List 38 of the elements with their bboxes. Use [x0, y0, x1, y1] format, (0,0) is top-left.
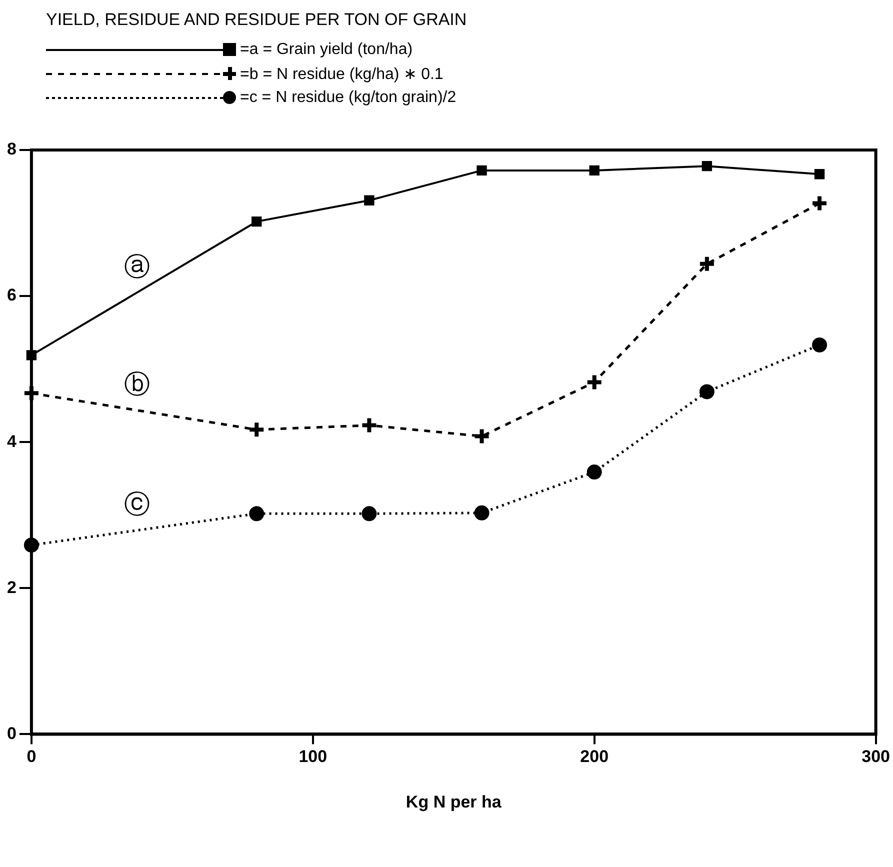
y-tick-label: 6	[6, 286, 16, 305]
point	[249, 506, 264, 522]
point	[812, 337, 828, 352]
x-tick-label: 100	[298, 747, 328, 766]
legend-label: =b = N residue (kg/ha) ∗ 0.1	[240, 65, 444, 84]
annotation: ⓒ	[124, 490, 150, 520]
point	[26, 350, 37, 360]
point	[22, 384, 40, 402]
point	[24, 538, 39, 553]
x-axis-title: Kg N per ha	[406, 792, 502, 812]
point	[474, 505, 490, 520]
point	[699, 384, 714, 400]
annotation: ⓐ	[124, 252, 150, 282]
point	[585, 373, 604, 392]
y-tick-label: 8	[6, 140, 16, 159]
point	[252, 216, 262, 227]
point	[364, 195, 374, 206]
point	[589, 165, 600, 176]
point	[814, 169, 825, 180]
legend-label: =c = N residue (kg/ton grain)/2	[240, 89, 456, 107]
point	[476, 165, 487, 176]
x-tick-label: 300	[862, 747, 890, 766]
point	[698, 254, 716, 273]
y-tick-label: 2	[6, 578, 16, 597]
point	[586, 464, 602, 480]
x-tick-label: 0	[26, 747, 36, 766]
point	[472, 427, 491, 446]
point	[360, 416, 378, 434]
y-tick-label: 0	[6, 724, 16, 743]
point	[248, 420, 266, 439]
point	[810, 194, 829, 212]
point	[362, 506, 377, 522]
point	[702, 160, 712, 172]
x-tick-label: 200	[580, 747, 609, 766]
legend-label: =a = Grain yield (ton/ha)	[240, 41, 413, 59]
y-tick-label: 4	[6, 432, 17, 451]
chart-title: YIELD, RESIDUE AND RESIDUE PER TON OF GRAIN	[46, 10, 467, 30]
annotation: ⓑ	[124, 370, 150, 400]
